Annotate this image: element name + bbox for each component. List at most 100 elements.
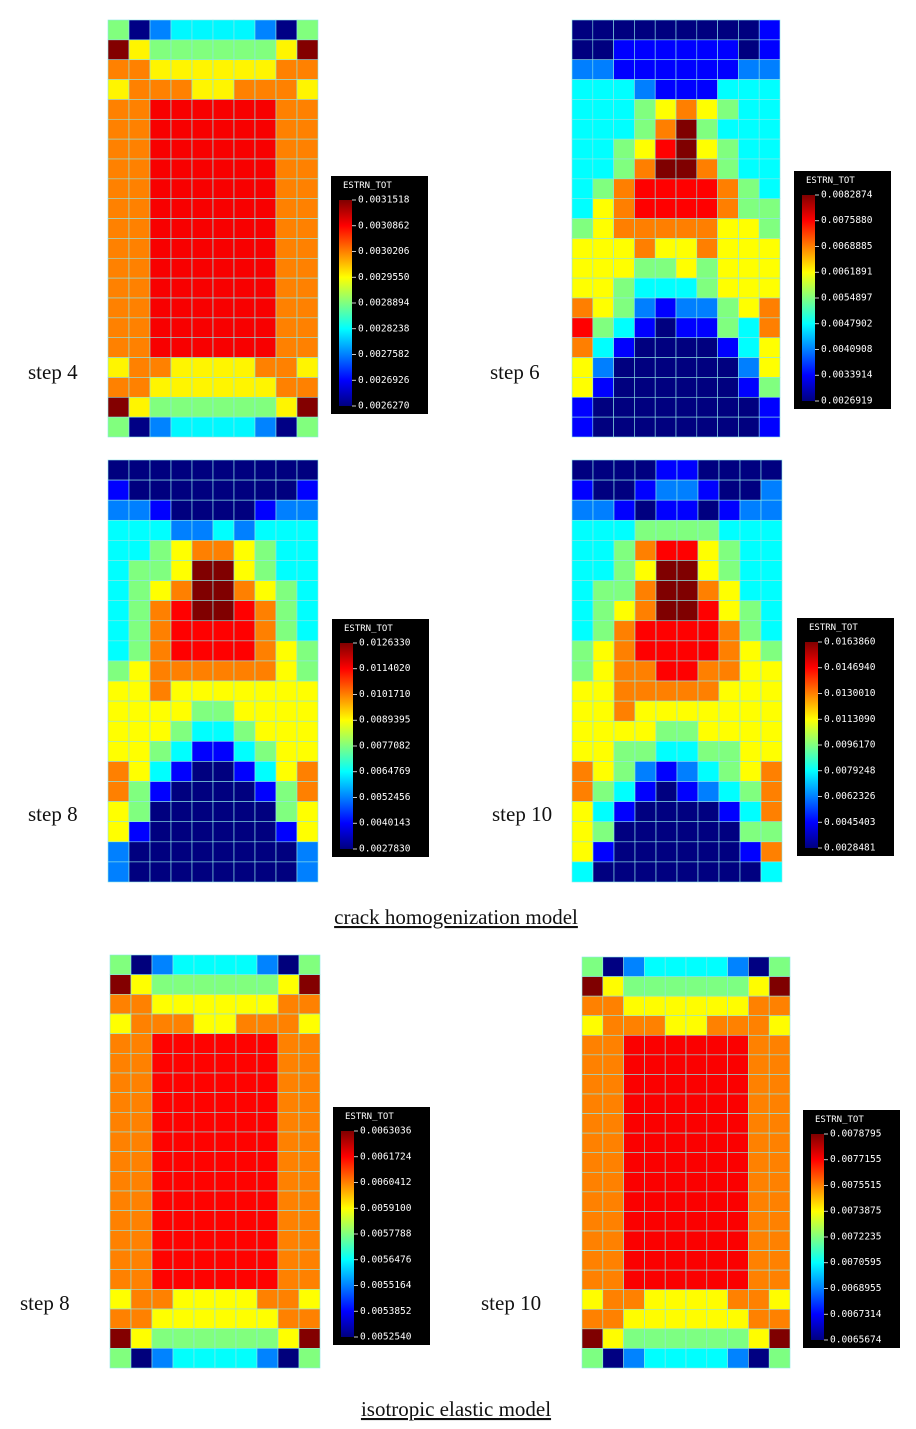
element-cell [298,1131,321,1152]
element-cell [149,277,172,299]
element-cell [275,519,298,541]
colorbar: ESTRN_TOT 0.0078795 0.0077155 0.0075515 0.00… [803,1110,900,1348]
element-cell [212,178,235,200]
element-cell [706,1152,728,1173]
element-cell [685,1211,708,1232]
element-cell [760,600,783,622]
element-cell [107,99,130,120]
colorbar-title: ESTRN_TOT [345,1112,394,1122]
element-cell [275,761,298,782]
element-cell [717,257,739,279]
element-cell [233,580,256,601]
element-cell [571,801,594,823]
element-cell [212,560,235,581]
element-cell [760,761,783,782]
element-cell [298,1190,321,1211]
element-cell [571,39,594,61]
element-cell [676,600,699,622]
element-cell [254,459,277,481]
element-cell [664,995,687,1017]
element-cell [758,377,781,398]
element-cell [256,1131,279,1152]
element-cell [592,600,615,622]
element-cell [191,377,214,398]
element-cell [212,600,235,622]
element-cell [685,1093,708,1114]
element-cell [109,1112,132,1133]
element-cell [768,1132,791,1154]
element-cell [296,720,319,742]
element-cell [128,377,151,398]
colorbar-tick-label: 0.0061724 [360,1151,412,1162]
element-cell [634,821,657,843]
element-cell [634,99,656,120]
step-label: step 8 [28,802,78,826]
element-cell [170,580,193,601]
contour-panel [581,956,791,1369]
element-cell [214,1112,237,1133]
colorbar-tick-label: 0.0073875 [830,1206,881,1217]
element-cell [275,741,298,762]
element-cell [107,540,130,561]
element-cell [191,479,214,501]
element-cell [296,377,319,398]
element-cell [613,680,636,702]
element-cell [760,861,783,883]
colorbar-tick-label: 0.0075515 [830,1180,881,1191]
element-cell [212,841,235,863]
colorbar-tick-label: 0.0059100 [360,1203,412,1214]
element-cell [696,238,718,259]
element-cell [738,277,760,299]
element-cell [191,218,214,239]
element-cell [256,954,279,975]
colorbar-tick-label: 0.0163860 [824,637,876,648]
element-cell [644,995,666,1017]
element-cell [109,1171,132,1192]
element-cell [109,1033,132,1054]
element-cell [581,1230,604,1251]
element-cell [233,277,256,299]
element-cell [254,297,277,319]
element-cell [277,994,300,1015]
element-cell [675,79,698,100]
element-cell [275,416,298,438]
element-cell [718,761,741,782]
element-cell [128,821,151,843]
element-cell [675,297,698,319]
element-cell [191,499,214,521]
element-cell [149,377,172,398]
element-cell [634,39,656,61]
element-cell [592,118,614,140]
element-cell [654,118,677,140]
element-cell [233,680,256,702]
element-cell [613,519,636,541]
element-cell [212,479,235,501]
element-cell [685,1054,708,1075]
element-cell [172,1131,195,1152]
element-cell [214,1053,237,1074]
element-cell [151,1308,174,1329]
element-cell [748,956,770,977]
element-cell [717,416,739,438]
element-cell [696,59,718,80]
element-cell [748,1074,770,1095]
element-cell [298,1072,321,1093]
element-cell [277,954,300,975]
element-cell [739,781,762,802]
element-cell [571,540,594,561]
element-cell [256,994,279,1015]
element-cell [623,1191,645,1212]
element-cell [760,479,783,501]
element-cell [727,995,749,1017]
element-cell [191,580,214,601]
element-cell [571,600,594,622]
element-cell [128,519,151,541]
element-cell [717,377,739,398]
element-cell [296,257,319,279]
element-cell [571,317,594,339]
element-cell [634,277,656,299]
element-cell [654,198,677,219]
element-cell [664,1348,687,1369]
colorbar-tick-label: 0.0040143 [359,818,410,829]
element-cell [592,99,614,120]
